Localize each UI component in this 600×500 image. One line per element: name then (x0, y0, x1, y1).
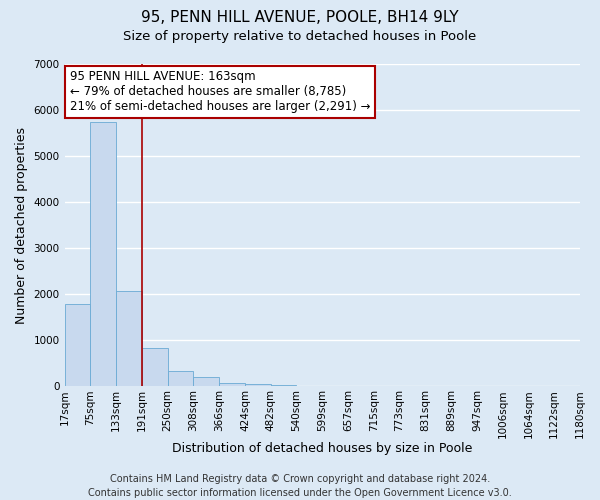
Text: 95 PENN HILL AVENUE: 163sqm
← 79% of detached houses are smaller (8,785)
21% of : 95 PENN HILL AVENUE: 163sqm ← 79% of det… (70, 70, 370, 114)
X-axis label: Distribution of detached houses by size in Poole: Distribution of detached houses by size … (172, 442, 472, 455)
Bar (65, 304, 91, 386)
Bar (91, 122, 116, 386)
Bar (245, 384, 271, 386)
Y-axis label: Number of detached properties: Number of detached properties (15, 126, 28, 324)
Bar (193, 377, 219, 386)
Bar (116, 292, 142, 386)
Bar (167, 371, 193, 386)
Text: Size of property relative to detached houses in Poole: Size of property relative to detached ho… (124, 30, 476, 43)
Bar (142, 348, 167, 387)
Text: Contains HM Land Registry data © Crown copyright and database right 2024.
Contai: Contains HM Land Registry data © Crown c… (88, 474, 512, 498)
Bar (219, 382, 245, 386)
Text: 95, PENN HILL AVENUE, POOLE, BH14 9LY: 95, PENN HILL AVENUE, POOLE, BH14 9LY (141, 10, 459, 25)
